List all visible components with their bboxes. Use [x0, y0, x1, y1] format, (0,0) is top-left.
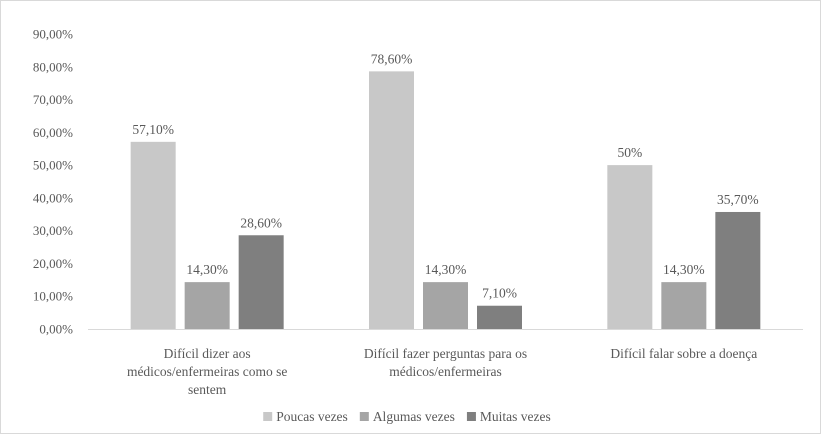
y-tick-label: 60,00%: [33, 125, 73, 140]
bar: [184, 282, 230, 329]
bar: [238, 235, 284, 329]
category-label: Difícil falar sobre a doença: [610, 346, 757, 361]
y-tick-label: 50,00%: [33, 158, 73, 173]
bars-group: [130, 71, 761, 329]
legend-swatch: [263, 412, 273, 421]
y-axis: 0,00% 10,00% 20,00% 30,00% 40,00% 50,00% 60,00…: [33, 27, 73, 337]
y-tick-label: 0,00%: [39, 322, 73, 337]
data-label: 14,30%: [663, 262, 705, 277]
category-label: Difícil dizer aos médicos/enfermeiras com…: [127, 346, 287, 397]
bar: [477, 305, 522, 329]
data-labels-group: 57,10% 14,30% 28,60% 78,60% 14,30% 7,10% 50% 14…: [132, 51, 758, 300]
y-tick-label: 80,00%: [33, 59, 73, 74]
bar: [369, 71, 414, 329]
y-tick-label: 40,00%: [33, 190, 73, 205]
legend-swatch: [359, 412, 369, 421]
y-tick-label: 30,00%: [33, 223, 73, 238]
y-tick-label: 70,00%: [33, 92, 73, 107]
bar: [661, 282, 707, 329]
data-label: 50%: [617, 145, 642, 160]
category-label: Difícil fazer perguntas para os médicos/e…: [364, 346, 527, 379]
legend-swatch: [466, 412, 476, 421]
legend: Poucas vezes Algumas vezes Muitas vezes: [263, 409, 551, 424]
data-label: 57,10%: [132, 122, 174, 137]
legend-label: Muitas vezes: [480, 409, 551, 424]
data-label: 14,30%: [186, 262, 228, 277]
bar: [715, 211, 761, 329]
y-tick-label: 90,00%: [33, 27, 73, 42]
data-label: 7,10%: [482, 286, 517, 301]
legend-label: Poucas vezes: [276, 409, 348, 424]
category-labels-group: Difícil dizer aos médicos/enfermeiras com…: [127, 346, 757, 397]
bar: [423, 282, 468, 329]
bar: [607, 165, 653, 329]
legend-label: Algumas vezes: [373, 409, 455, 424]
y-tick-label: 20,00%: [33, 256, 73, 271]
bar: [130, 141, 176, 329]
y-tick-label: 10,00%: [33, 289, 73, 304]
data-label: 78,60%: [371, 51, 413, 66]
data-label: 28,60%: [240, 215, 282, 230]
data-label: 14,30%: [425, 262, 467, 277]
data-label: 35,70%: [717, 192, 759, 207]
